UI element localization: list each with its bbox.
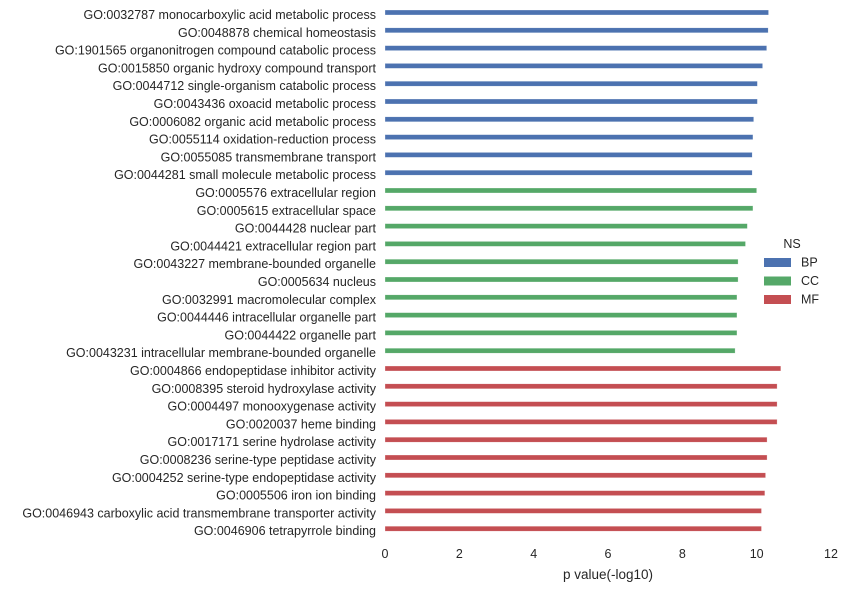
category-label: GO:0043231 intracellular membrane-bounde… [66,346,376,360]
bar-cc [384,294,738,301]
legend-entry: CC [764,274,819,288]
bar-bp [384,169,753,176]
bar-cc [384,312,738,318]
category-label: GO:0044428 nuclear part [235,222,377,236]
category-label: GO:0048878 chemical homeostasis [178,26,376,40]
bar-mf [384,490,766,496]
category-label: GO:0005634 nucleus [258,275,376,289]
bar-bp [384,116,754,123]
category-label: GO:0044422 organelle part [225,328,377,342]
category-label: GO:0005506 iron ion binding [216,489,376,503]
legend-entry: BP [764,256,818,270]
bar-bp [384,27,769,34]
category-label: GO:0044446 intracellular organelle part [157,311,376,325]
category-label: GO:0055114 oxidation-reduction process [149,133,376,147]
x-tick-label: 10 [750,547,764,561]
bars-layer [384,9,782,532]
category-label: GO:0008395 steroid hydroxylase activity [152,382,377,396]
bar-cc [384,223,748,229]
category-label: GO:0017171 serine hydrolase activity [168,435,377,449]
bar-mf [384,525,762,532]
bar-mf [384,383,778,390]
category-label: GO:1901565 organonitrogen compound catab… [55,44,376,58]
x-axis-label: p value(-log10) [563,567,653,582]
x-tick-label: 8 [679,547,686,561]
legend-entry: MF [764,293,819,307]
bar-mf [384,436,768,443]
category-label: GO:0015850 organic hydroxy compound tran… [98,61,376,75]
legend-label: BP [801,256,818,270]
bar-cc [384,241,746,247]
bar-cc [384,187,757,194]
legend-entries: BP CC MF [764,256,819,307]
category-label: GO:0044421 extracellular region part [170,239,376,253]
category-label: GO:0043227 membrane-bounded organelle [133,257,376,271]
legend: NS BP CC MF [764,237,819,307]
category-label: GO:0055085 transmembrane transport [161,150,377,164]
bar-mf [384,508,762,514]
x-tick-label: 2 [456,547,463,561]
category-label: GO:0005576 extracellular region [195,186,376,200]
category-label: GO:0046943 carboxylic acid transmembrane… [22,506,376,520]
legend-title: NS [783,237,800,251]
bar-mf [384,365,782,372]
category-label: GO:0044712 single-organism catabolic pro… [113,79,376,93]
x-tick-label: 4 [530,547,537,561]
bar-mf [384,472,766,479]
category-label: GO:0004497 monooxygenase activity [168,400,377,414]
category-label: GO:0032787 monocarboxylic acid metabolic… [83,8,376,22]
x-tick-label: 6 [605,547,612,561]
category-label: GO:0020037 heme binding [226,417,376,431]
category-label: GO:0006082 organic acid metabolic proces… [129,115,376,129]
bar-bp [384,63,763,69]
category-labels: GO:0032787 monocarboxylic acid metabolic… [22,8,376,538]
bar-mf [384,454,768,461]
bar-bp [384,134,754,140]
bar-cc [384,258,739,265]
legend-swatch [764,295,791,304]
bar-cc [384,330,738,336]
bar-mf [384,419,778,425]
bar-bp [384,80,758,87]
bar-bp [384,45,767,51]
x-tick-label: 0 [382,547,389,561]
legend-swatch [764,276,791,286]
bar-cc [384,276,739,283]
category-label: GO:0046906 tetrapyrrole binding [194,524,376,538]
legend-swatch [764,258,791,267]
category-label: GO:0005615 extracellular space [197,204,376,218]
bar-cc [384,347,736,354]
x-tick-labels: 0 2 4 6 8 10 12 [382,547,838,561]
x-tick-label: 12 [824,547,838,561]
category-label: GO:0008236 serine-type peptidase activit… [140,453,377,467]
category-label: GO:0044281 small molecule metabolic proc… [114,168,376,182]
category-label: GO:0032991 macromolecular complex [162,293,377,307]
bar-bp [384,152,753,158]
legend-label: CC [801,274,819,288]
category-label: GO:0004252 serine-type endopeptidase act… [112,471,377,485]
bar-bp [384,9,769,16]
bar-mf [384,401,778,407]
bar-bp [384,98,758,105]
bar-cc [384,205,754,212]
legend-label: MF [801,293,819,307]
category-label: GO:0043436 oxoacid metabolic process [154,97,376,111]
category-label: GO:0004866 endopeptidase inhibitor activ… [130,364,377,378]
